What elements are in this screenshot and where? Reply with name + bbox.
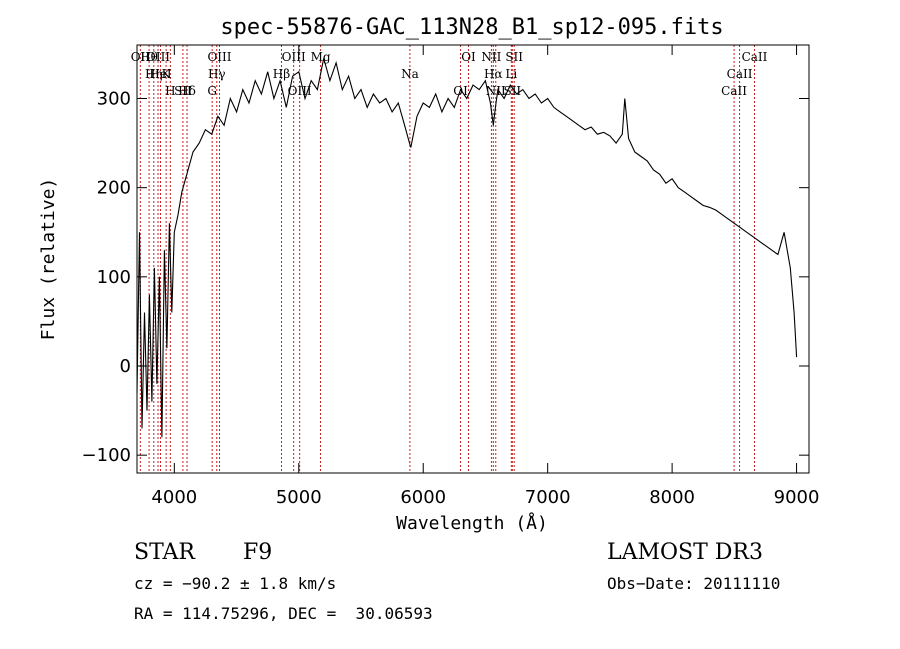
line-label-5: SII	[174, 84, 192, 98]
line-label-20: SII	[503, 84, 521, 98]
line-label-13: Hβ	[273, 67, 290, 81]
flux-series-line	[136, 58, 798, 438]
line-label-26: CaII	[721, 84, 747, 98]
line-label-8: H	[165, 84, 175, 98]
line-label-22: Li	[505, 67, 517, 81]
observation-date: Obs−Date: 20111110	[607, 574, 781, 593]
x-axis-label: Wavelength (Å)	[396, 512, 548, 534]
line-label-15: Mg	[311, 50, 331, 64]
line-label-7: Hη	[145, 67, 163, 81]
line-label-25: CaII	[727, 67, 753, 81]
line-label-27: CaII	[742, 50, 768, 64]
redshift-readout: cz = −90.2 ± 1.8 km/s	[134, 574, 337, 593]
plot-frame	[136, 44, 810, 474]
line-label-16: Na	[401, 67, 419, 81]
line-label-19: Hα	[484, 67, 503, 81]
x-tick-label-5: 9000	[774, 487, 820, 508]
y-tick-label-3: 200	[97, 178, 131, 199]
x-tick-label-3: 7000	[525, 487, 571, 508]
x-axis-ticks: 4000 5000 6000 7000 8000 9000	[151, 45, 819, 508]
line-label-21: NII	[481, 50, 501, 64]
line-label-9: OIII	[207, 50, 231, 64]
line-label-18: OI	[461, 50, 476, 64]
y-tick-label-2: 100	[97, 267, 131, 288]
line-label-3: OII	[131, 50, 151, 64]
line-label-0: Hθ	[140, 50, 158, 64]
y-tick-label-0: −100	[82, 445, 131, 466]
x-tick-label-2: 6000	[400, 487, 446, 508]
line-label-24: SII	[505, 50, 523, 64]
object-class: STAR	[134, 540, 195, 565]
x-tick-label-1: 5000	[276, 487, 322, 508]
line-label-2: Hδ	[178, 84, 196, 98]
survey-name: LAMOST DR3	[607, 540, 763, 565]
object-subclass: F9	[243, 540, 273, 565]
line-label-10: Hγ	[208, 67, 226, 81]
y-tick-label-4: 300	[97, 89, 131, 110]
coordinates-readout: RA = 114.75296, DEC = 30.06593	[134, 604, 433, 623]
x-tick-label-0: 4000	[151, 487, 197, 508]
x-tick-label-4: 8000	[649, 487, 695, 508]
line-label-12: OIII	[282, 50, 306, 64]
line-label-11: G	[207, 84, 217, 98]
y-tick-label-1: 0	[120, 356, 131, 377]
line-label-14: OIII	[288, 84, 312, 98]
y-axis-ticks: −100 0 100 200 300	[82, 89, 809, 466]
line-label-1: K	[162, 67, 172, 81]
y-axis-label: Flux (relative)	[38, 178, 59, 341]
line-label-6: OIII	[146, 50, 170, 64]
emission-line-markers	[139, 45, 755, 473]
line-labels: HθKHδOIIHeISIIOIIIHηHOIIIHγGOIIIHβOIIIMg…	[131, 50, 768, 98]
line-label-4: HeI	[149, 67, 172, 81]
chart-title: spec-55876-GAC_113N28_B1_sp12-095.fits	[220, 15, 723, 40]
